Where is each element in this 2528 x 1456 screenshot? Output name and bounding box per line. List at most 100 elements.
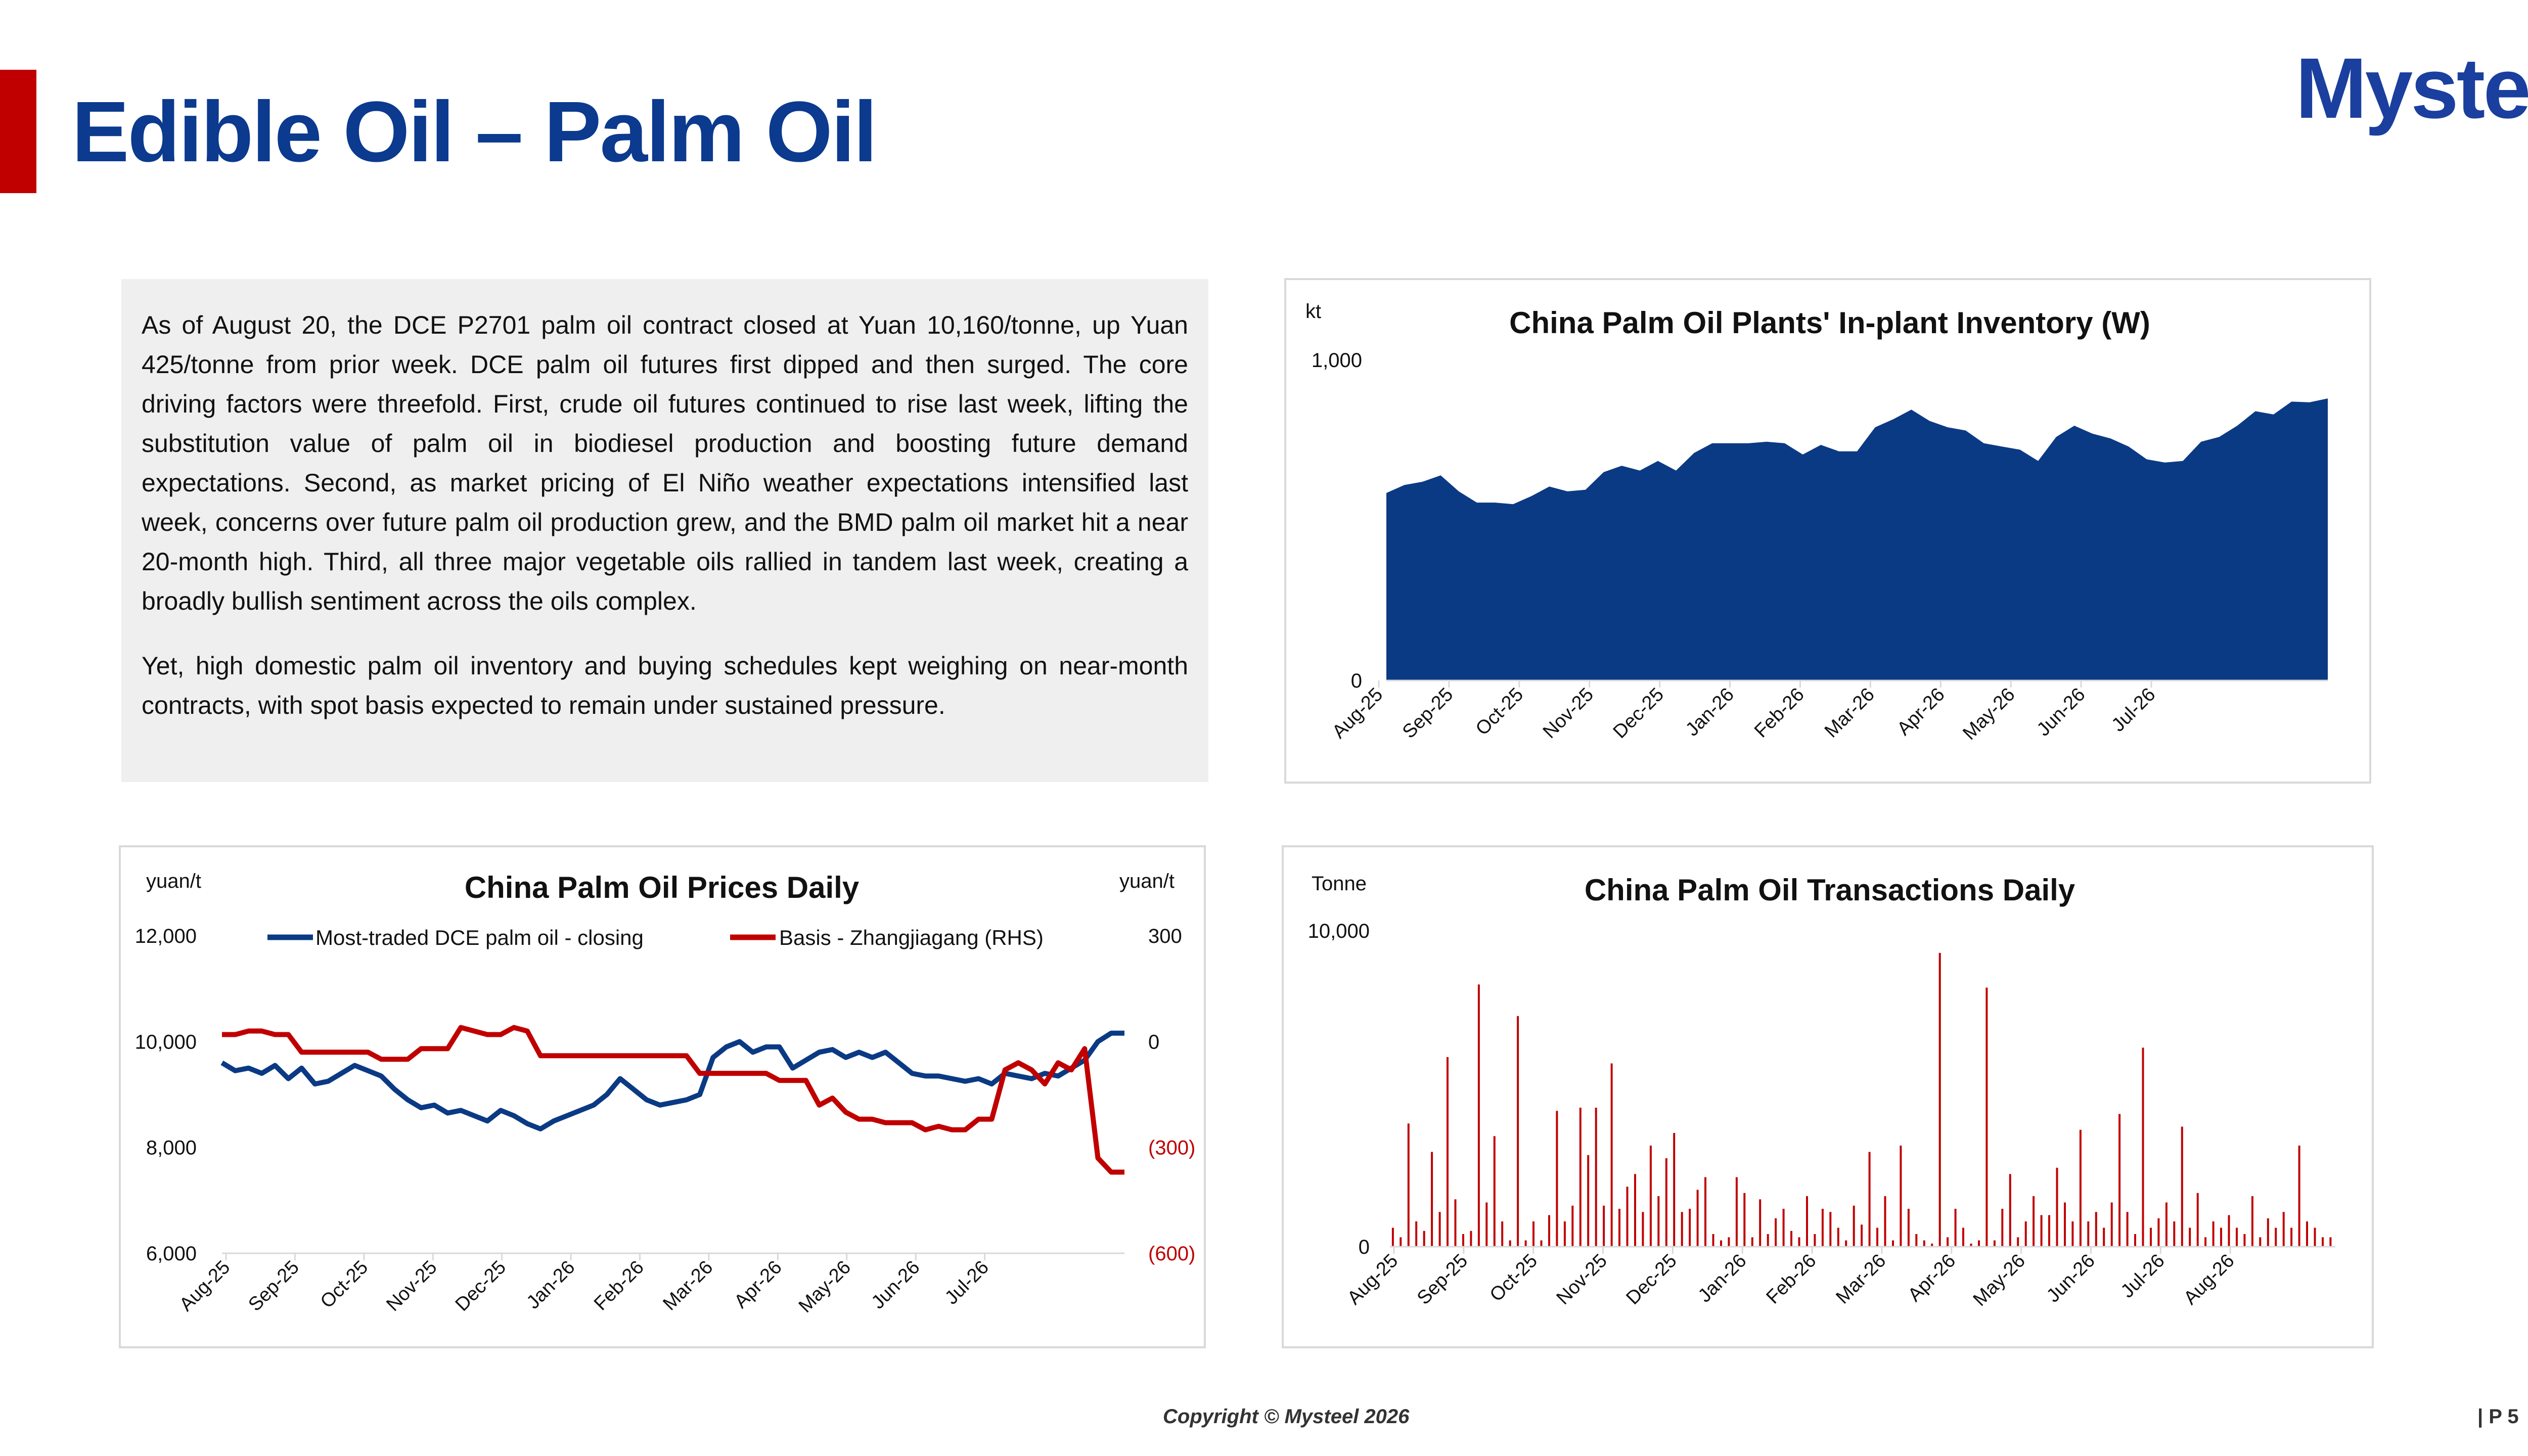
inventory-area bbox=[1386, 398, 2328, 680]
transactions-y-tick-label: 10,000 bbox=[1308, 920, 1370, 942]
transaction-bar bbox=[1767, 1234, 1769, 1247]
transaction-bar bbox=[2259, 1237, 2262, 1247]
transaction-bar bbox=[1821, 1209, 1824, 1247]
transaction-bar bbox=[1618, 1209, 1620, 1247]
prices-right-tick-label: 0 bbox=[1148, 1031, 1159, 1053]
transaction-bar bbox=[1704, 1177, 1706, 1247]
transaction-bar bbox=[2033, 1196, 2035, 1247]
transactions-unit-label: Tonne bbox=[1312, 873, 1367, 895]
transaction-bar bbox=[2071, 1221, 2074, 1247]
transaction-bar bbox=[1993, 1240, 1996, 1247]
transactions-x-tick-label: Apr-26 bbox=[1904, 1250, 1960, 1306]
logo-text: Mysteel bbox=[2295, 40, 2528, 136]
transaction-bar bbox=[1962, 1227, 1964, 1247]
transaction-bar bbox=[1431, 1152, 1433, 1247]
transaction-bar bbox=[1493, 1136, 1496, 1247]
transaction-bar bbox=[1454, 1199, 1457, 1247]
inventory-x-tick-label: Sep-25 bbox=[1398, 684, 1457, 743]
transactions-y-tick-label: 0 bbox=[1359, 1236, 1370, 1258]
transactions-x-tick-label: Sep-25 bbox=[1413, 1250, 1472, 1309]
prices-legend: Most-traded DCE palm oil - closing Basis… bbox=[267, 926, 1044, 949]
prices-right-unit: yuan/t bbox=[1119, 870, 1175, 892]
inventory-x-tick-label: Jan-26 bbox=[1682, 684, 1738, 741]
transaction-bar bbox=[1712, 1234, 1714, 1247]
transaction-bar bbox=[1775, 1218, 1777, 1247]
transactions-chart-panel: Tonne China Palm Oil Transactions Daily … bbox=[1282, 845, 2374, 1348]
transaction-bar bbox=[1728, 1237, 1730, 1247]
transaction-bar bbox=[2251, 1196, 2253, 1247]
transaction-bar bbox=[1876, 1227, 1878, 1247]
transaction-bar bbox=[1853, 1205, 1855, 1247]
transaction-bar bbox=[1438, 1212, 1441, 1247]
transaction-bar bbox=[1477, 984, 1480, 1247]
legend-label-basis: Basis - Zhangjiagang (RHS) bbox=[779, 926, 1044, 949]
transaction-bar bbox=[1751, 1237, 1753, 1247]
transaction-bar bbox=[1579, 1108, 1582, 1247]
inventory-x-tick-label: Nov-25 bbox=[1539, 684, 1598, 743]
transactions-x-tick-label: Mar-26 bbox=[1832, 1250, 1890, 1308]
transaction-bar bbox=[1400, 1237, 1402, 1247]
transaction-bar bbox=[2236, 1227, 2238, 1247]
transaction-bar bbox=[1938, 952, 1941, 1247]
transactions-x-tick-label: Oct-25 bbox=[1486, 1250, 1542, 1306]
prices-x-tick-label: May-26 bbox=[795, 1257, 855, 1317]
prices-x-tick-label: Sep-25 bbox=[244, 1257, 303, 1315]
transaction-bar bbox=[1462, 1234, 1464, 1247]
transactions-x-tick-label: Nov-25 bbox=[1553, 1250, 1611, 1309]
transaction-bar bbox=[1985, 987, 1988, 1247]
transaction-bar bbox=[1649, 1146, 1652, 1247]
prices-x-tick-label: Jun-26 bbox=[868, 1257, 924, 1313]
transaction-bar bbox=[1735, 1177, 1738, 1247]
prices-left-tick-label: 8,000 bbox=[146, 1137, 197, 1159]
transaction-bar bbox=[1391, 1227, 1394, 1247]
prices-right-tick-label: (600) bbox=[1148, 1243, 1195, 1265]
transaction-bar bbox=[1571, 1205, 1574, 1247]
commentary-paragraph-2: Yet, high domestic palm oil inventory an… bbox=[142, 652, 1188, 719]
legend-label-dce: Most-traded DCE palm oil - closing bbox=[315, 926, 644, 949]
transaction-bar bbox=[2290, 1227, 2293, 1247]
transaction-bar bbox=[2024, 1221, 2027, 1247]
prices-x-tick-label: Nov-25 bbox=[382, 1257, 441, 1315]
transaction-bar bbox=[1407, 1123, 1410, 1247]
transaction-bar bbox=[1845, 1240, 1847, 1247]
transaction-bar bbox=[1798, 1237, 1800, 1247]
transaction-bar bbox=[1868, 1152, 1871, 1247]
transaction-bar bbox=[1563, 1221, 1566, 1247]
transaction-bar bbox=[1470, 1231, 1472, 1247]
transaction-bar bbox=[2189, 1227, 2191, 1247]
transaction-bar bbox=[2079, 1129, 2082, 1247]
transaction-bar bbox=[1923, 1240, 1925, 1247]
transaction-bar bbox=[2298, 1146, 2300, 1247]
prices-x-tick-label: Dec-25 bbox=[452, 1257, 510, 1315]
prices-x-tick-label: Mar-26 bbox=[659, 1257, 717, 1315]
transaction-bar bbox=[1673, 1133, 1676, 1247]
transaction-bar bbox=[2142, 1048, 2144, 1247]
prices-left-tick-label: 12,000 bbox=[135, 925, 197, 947]
prices-left-tick-label: 6,000 bbox=[146, 1243, 197, 1265]
transaction-bar bbox=[2150, 1227, 2152, 1247]
transaction-bar bbox=[2095, 1212, 2097, 1247]
page-number: | P 5 bbox=[2477, 1405, 2519, 1428]
transaction-bar bbox=[1954, 1209, 1957, 1247]
transaction-bar bbox=[2064, 1202, 2066, 1247]
transaction-bar bbox=[1892, 1240, 1894, 1247]
page-title: Edible Oil – Palm Oil bbox=[72, 84, 877, 180]
transactions-x-tick-label: Aug-26 bbox=[2180, 1250, 2238, 1309]
transactions-x-tick-label: Feb-26 bbox=[1763, 1250, 1821, 1308]
title-accent-bar bbox=[0, 70, 36, 193]
mysteel-logo: Mysteel bbox=[2295, 46, 2528, 136]
inventory-x-tick-label: Jun-26 bbox=[2033, 684, 2090, 741]
transaction-bar bbox=[2087, 1221, 2090, 1247]
transaction-bar bbox=[1696, 1190, 1699, 1247]
inventory-unit-label: kt bbox=[1305, 300, 1321, 323]
prices-left-unit: yuan/t bbox=[146, 870, 201, 892]
inventory-chart-panel: kt China Palm Oil Plants' In-plant Inven… bbox=[1284, 278, 2371, 784]
transaction-bar bbox=[1829, 1212, 1832, 1247]
transaction-bar bbox=[1447, 1057, 1449, 1247]
transaction-bar bbox=[2329, 1237, 2332, 1247]
transactions-x-tick-label: Dec-25 bbox=[1622, 1250, 1681, 1309]
transaction-bar bbox=[2306, 1221, 2308, 1247]
transaction-bar bbox=[2118, 1114, 2121, 1247]
transactions-chart-title: China Palm Oil Transactions Daily bbox=[1585, 873, 2075, 907]
transaction-bar bbox=[2017, 1237, 2019, 1247]
